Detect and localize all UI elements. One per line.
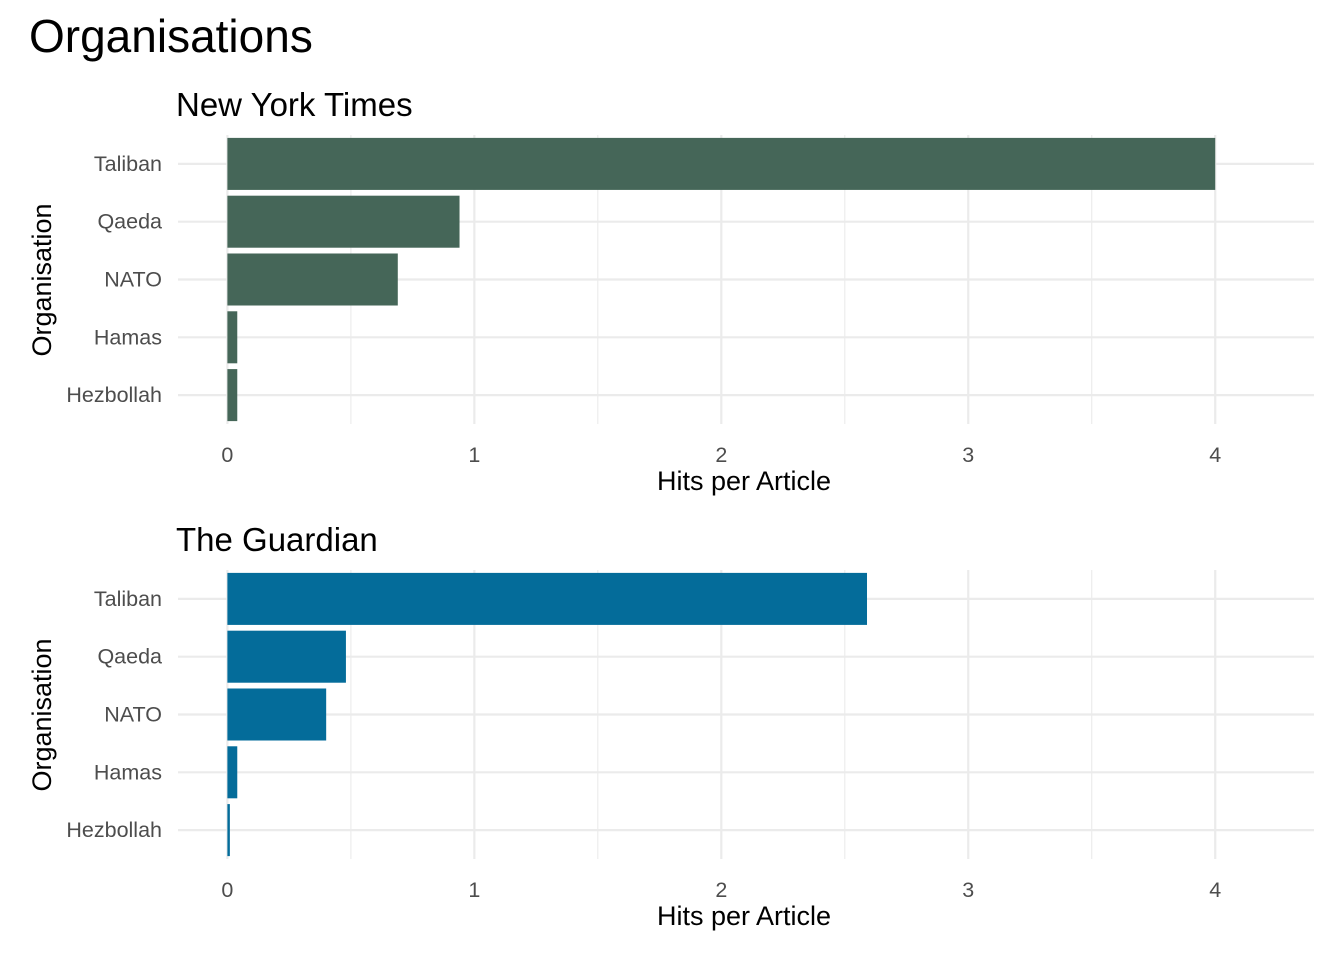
x-tick-labels: 0 1 2 3 4 [221, 878, 1221, 902]
x-tick-label: 0 [221, 878, 233, 902]
bar-qaeda [227, 630, 346, 683]
y-axis-title: Organisation [27, 638, 57, 791]
y-tick-label-taliban: Taliban [94, 152, 162, 176]
y-tick-label-taliban: Taliban [94, 587, 162, 611]
x-tick-label: 3 [962, 443, 974, 467]
x-tick-label: 0 [221, 443, 233, 467]
panel-new-york-times: New York Times Taliban Qaeda NATO Hamas Hezb… [27, 86, 1314, 496]
bars [227, 572, 868, 857]
bar-hezbollah [227, 369, 238, 422]
x-tick-label: 3 [962, 878, 974, 902]
bars [227, 137, 1216, 422]
bar-nato [227, 688, 327, 741]
bar-hamas [227, 746, 238, 799]
x-tick-label: 4 [1209, 443, 1221, 467]
y-tick-labels: Taliban Qaeda NATO Hamas Hezbollah [66, 152, 162, 407]
y-tick-label-qaeda: Qaeda [97, 645, 162, 669]
y-tick-label-hezbollah: Hezbollah [66, 383, 162, 407]
y-tick-labels: Taliban Qaeda NATO Hamas Hezbollah [66, 587, 162, 842]
y-tick-label-nato: NATO [104, 703, 162, 727]
bar-hezbollah [227, 804, 230, 857]
panel-title: New York Times [176, 86, 413, 123]
panel-title: The Guardian [176, 521, 378, 558]
x-tick-labels: 0 1 2 3 4 [221, 443, 1221, 467]
y-tick-label-nato: NATO [104, 268, 162, 292]
bar-taliban [227, 137, 1216, 190]
x-tick-label: 1 [468, 443, 480, 467]
y-tick-label-hamas: Hamas [94, 760, 162, 784]
x-axis-title: Hits per Article [657, 466, 831, 496]
bar-qaeda [227, 195, 460, 248]
y-axis-title: Organisation [27, 203, 57, 356]
bar-taliban [227, 572, 868, 625]
bar-nato [227, 253, 398, 306]
x-tick-label: 2 [715, 443, 727, 467]
y-tick-label-qaeda: Qaeda [97, 210, 162, 234]
x-tick-label: 4 [1209, 878, 1221, 902]
x-tick-label: 1 [468, 878, 480, 902]
x-tick-label: 2 [715, 878, 727, 902]
x-axis-title: Hits per Article [657, 901, 831, 931]
bar-hamas [227, 311, 238, 364]
main-title: Organisations [29, 10, 313, 62]
panel-the-guardian: The Guardian Taliban Qaeda NATO Hamas Hezbol… [27, 521, 1314, 931]
y-tick-label-hamas: Hamas [94, 325, 162, 349]
y-tick-label-hezbollah: Hezbollah [66, 818, 162, 842]
